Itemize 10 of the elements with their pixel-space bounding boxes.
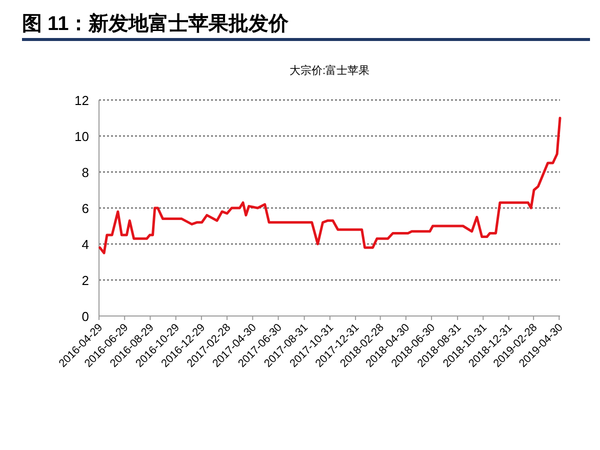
y-tick-label: 4 [82,237,89,252]
y-tick-label: 8 [82,165,89,180]
y-tick-label: 2 [82,273,89,288]
y-tick-label: 12 [74,93,89,108]
chart-subtitle: 大宗价:富士苹果 [289,64,370,77]
line-series [98,116,562,254]
y-tick-label: 6 [82,201,89,216]
y-tick-label: 10 [74,129,89,144]
y-tick-label: 0 [82,309,89,324]
chart-title: 图 11：新发地富士苹果批发价 [22,12,290,35]
